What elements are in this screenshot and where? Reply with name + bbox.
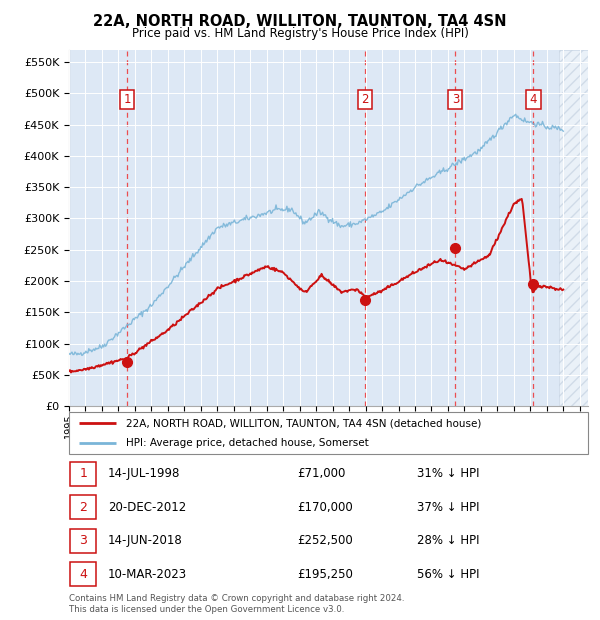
Text: 2: 2 <box>79 501 88 513</box>
Text: 3: 3 <box>452 93 459 106</box>
Text: 10-MAR-2023: 10-MAR-2023 <box>108 568 187 580</box>
Text: 37% ↓ HPI: 37% ↓ HPI <box>417 501 479 513</box>
Text: 20-DEC-2012: 20-DEC-2012 <box>108 501 186 513</box>
Text: 56% ↓ HPI: 56% ↓ HPI <box>417 568 479 580</box>
Text: 1: 1 <box>79 467 88 480</box>
Bar <box>559 50 588 406</box>
Text: 1: 1 <box>124 93 131 106</box>
Text: 22A, NORTH ROAD, WILLITON, TAUNTON, TA4 4SN: 22A, NORTH ROAD, WILLITON, TAUNTON, TA4 … <box>93 14 507 29</box>
Text: 28% ↓ HPI: 28% ↓ HPI <box>417 534 479 547</box>
Text: 14-JUN-2018: 14-JUN-2018 <box>108 534 183 547</box>
Text: 2: 2 <box>361 93 369 106</box>
Text: 4: 4 <box>530 93 537 106</box>
Text: £252,500: £252,500 <box>297 534 353 547</box>
Bar <box>70 462 97 485</box>
Bar <box>70 562 97 586</box>
Text: 14-JUL-1998: 14-JUL-1998 <box>108 467 181 480</box>
Text: 4: 4 <box>79 568 88 580</box>
Text: 3: 3 <box>79 534 88 547</box>
Text: 31% ↓ HPI: 31% ↓ HPI <box>417 467 479 480</box>
Text: Contains HM Land Registry data © Crown copyright and database right 2024.
This d: Contains HM Land Registry data © Crown c… <box>69 595 404 614</box>
Text: £170,000: £170,000 <box>297 501 353 513</box>
Text: HPI: Average price, detached house, Somerset: HPI: Average price, detached house, Some… <box>126 438 369 448</box>
Text: Price paid vs. HM Land Registry's House Price Index (HPI): Price paid vs. HM Land Registry's House … <box>131 27 469 40</box>
Bar <box>559 50 588 406</box>
Text: £195,250: £195,250 <box>297 568 353 580</box>
Text: £71,000: £71,000 <box>297 467 346 480</box>
Bar <box>70 529 97 552</box>
Text: 22A, NORTH ROAD, WILLITON, TAUNTON, TA4 4SN (detached house): 22A, NORTH ROAD, WILLITON, TAUNTON, TA4 … <box>126 418 481 428</box>
Bar <box>70 495 97 519</box>
